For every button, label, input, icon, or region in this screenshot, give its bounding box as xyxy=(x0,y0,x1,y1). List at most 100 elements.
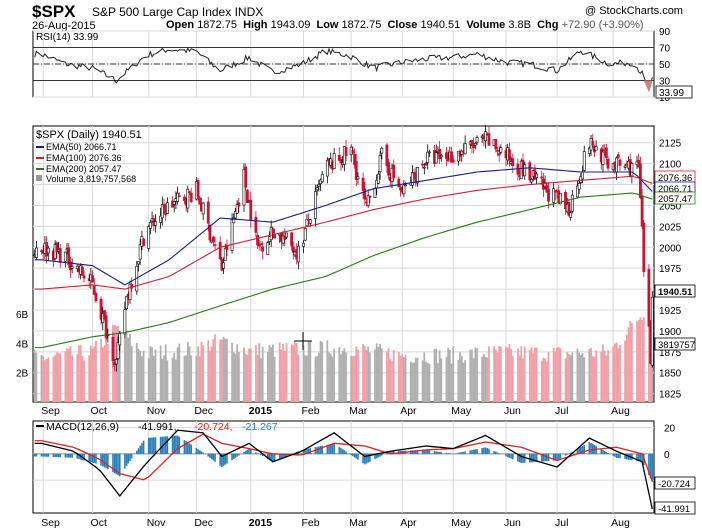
volume-bar xyxy=(210,346,213,402)
price-x-tick-label: Mar xyxy=(349,405,368,417)
volume-bar xyxy=(340,354,342,402)
volume-bar xyxy=(55,352,58,402)
volume-bar xyxy=(152,355,155,402)
macd-histogram-bar xyxy=(617,453,620,459)
candle-body xyxy=(528,162,532,181)
macd-histogram-bar xyxy=(460,452,463,454)
volume-bar xyxy=(147,358,150,402)
volume-bar xyxy=(392,349,395,402)
candle-body xyxy=(148,222,152,229)
candle-body xyxy=(581,171,584,180)
volume-label: Volume xyxy=(466,19,506,31)
macd-histogram-bar xyxy=(641,453,643,462)
volume-bar xyxy=(185,355,188,402)
macd-x-tick-label: Nov xyxy=(147,517,166,529)
macd-histogram-bar xyxy=(161,436,164,454)
candle-body xyxy=(577,182,581,190)
volume-bar xyxy=(450,363,453,402)
volume-bar xyxy=(95,340,97,402)
candle-body xyxy=(428,151,431,154)
macd-histogram-bar xyxy=(340,448,342,454)
rsi-tick-label: 30 xyxy=(659,77,671,88)
volume-bar xyxy=(476,348,478,402)
volume-bar xyxy=(607,350,609,402)
volume-legend-swatch xyxy=(36,175,42,181)
macd-histogram-bar xyxy=(636,453,638,461)
candle-body xyxy=(201,202,205,215)
volume-bar xyxy=(651,348,654,402)
macd-histogram-bar xyxy=(329,444,332,454)
macd-histogram-bar xyxy=(494,451,497,454)
candle-body xyxy=(582,151,586,171)
macd-legend-value: -41.991, xyxy=(138,421,177,433)
macd-histogram-bar xyxy=(328,444,330,454)
volume-bar xyxy=(355,346,358,402)
candle-body xyxy=(208,224,212,241)
macd-histogram-bar xyxy=(255,452,257,454)
candle-body xyxy=(142,238,145,247)
volume-bar xyxy=(295,343,298,402)
candle-body xyxy=(249,199,253,221)
macd-histogram-bar xyxy=(542,453,545,462)
high-value: 1943.09 xyxy=(270,19,311,31)
candle-body xyxy=(94,293,98,302)
volume-bar xyxy=(559,347,562,402)
macd-histogram-bar xyxy=(200,451,203,454)
volume-bar xyxy=(639,317,642,402)
volume-bar xyxy=(591,356,594,402)
macd-histogram-bar xyxy=(187,442,189,454)
candle-body xyxy=(451,159,455,163)
candle-body xyxy=(218,241,222,260)
volume-bar xyxy=(280,349,283,402)
macd-histogram-bar xyxy=(578,447,580,454)
volume-bar xyxy=(244,353,247,402)
macd-histogram-bar xyxy=(33,453,36,457)
macd-histogram-bar xyxy=(244,450,247,454)
candle-body xyxy=(58,248,62,263)
macd-histogram-bar xyxy=(173,435,176,454)
candle-body xyxy=(591,140,595,146)
macd-histogram-bar xyxy=(569,452,572,454)
candle-body xyxy=(460,150,464,155)
volume-bar xyxy=(624,340,626,402)
volume-bar xyxy=(343,348,346,402)
volume-bar xyxy=(648,313,650,402)
volume-bar xyxy=(499,346,502,402)
candle-body xyxy=(196,180,200,198)
rsi-tick-label: 50 xyxy=(659,60,671,71)
macd-x-tick-label: Dec xyxy=(194,517,213,529)
candle-body xyxy=(470,140,474,147)
macd-histogram-bar xyxy=(338,446,341,454)
volume-bar xyxy=(505,346,507,402)
macd-histogram-bar xyxy=(57,453,60,458)
price-tick-label: 1875 xyxy=(659,348,682,359)
volume-bar xyxy=(409,361,412,402)
volume-bar xyxy=(595,350,598,402)
candle-body xyxy=(63,251,67,262)
candle-body xyxy=(257,244,261,247)
volume-bar xyxy=(209,350,211,402)
macd-x-tick-label: Jul xyxy=(555,517,568,529)
volume-bar xyxy=(617,347,620,402)
macd-histogram-bar xyxy=(268,453,271,460)
volume-bar xyxy=(404,355,407,402)
volume-bar xyxy=(52,356,55,402)
volume-bar xyxy=(35,352,38,402)
candle-body xyxy=(392,164,396,179)
macd-histogram-bar xyxy=(198,450,201,454)
volume-bar xyxy=(159,345,162,402)
volume-bar xyxy=(302,345,305,402)
volume-bar xyxy=(481,356,484,402)
candle-body xyxy=(128,284,132,300)
macd-histogram-bar xyxy=(343,450,346,454)
macd-histogram-bar xyxy=(532,453,535,463)
change-label: Chg xyxy=(537,19,559,31)
volume-bar xyxy=(510,348,512,402)
rsi-oversold-fill xyxy=(643,80,653,93)
candle-body xyxy=(125,296,128,310)
candle-body xyxy=(138,244,142,260)
candle-body xyxy=(80,266,84,276)
volume-bar xyxy=(484,356,487,402)
macd-histogram-bar xyxy=(129,453,131,461)
